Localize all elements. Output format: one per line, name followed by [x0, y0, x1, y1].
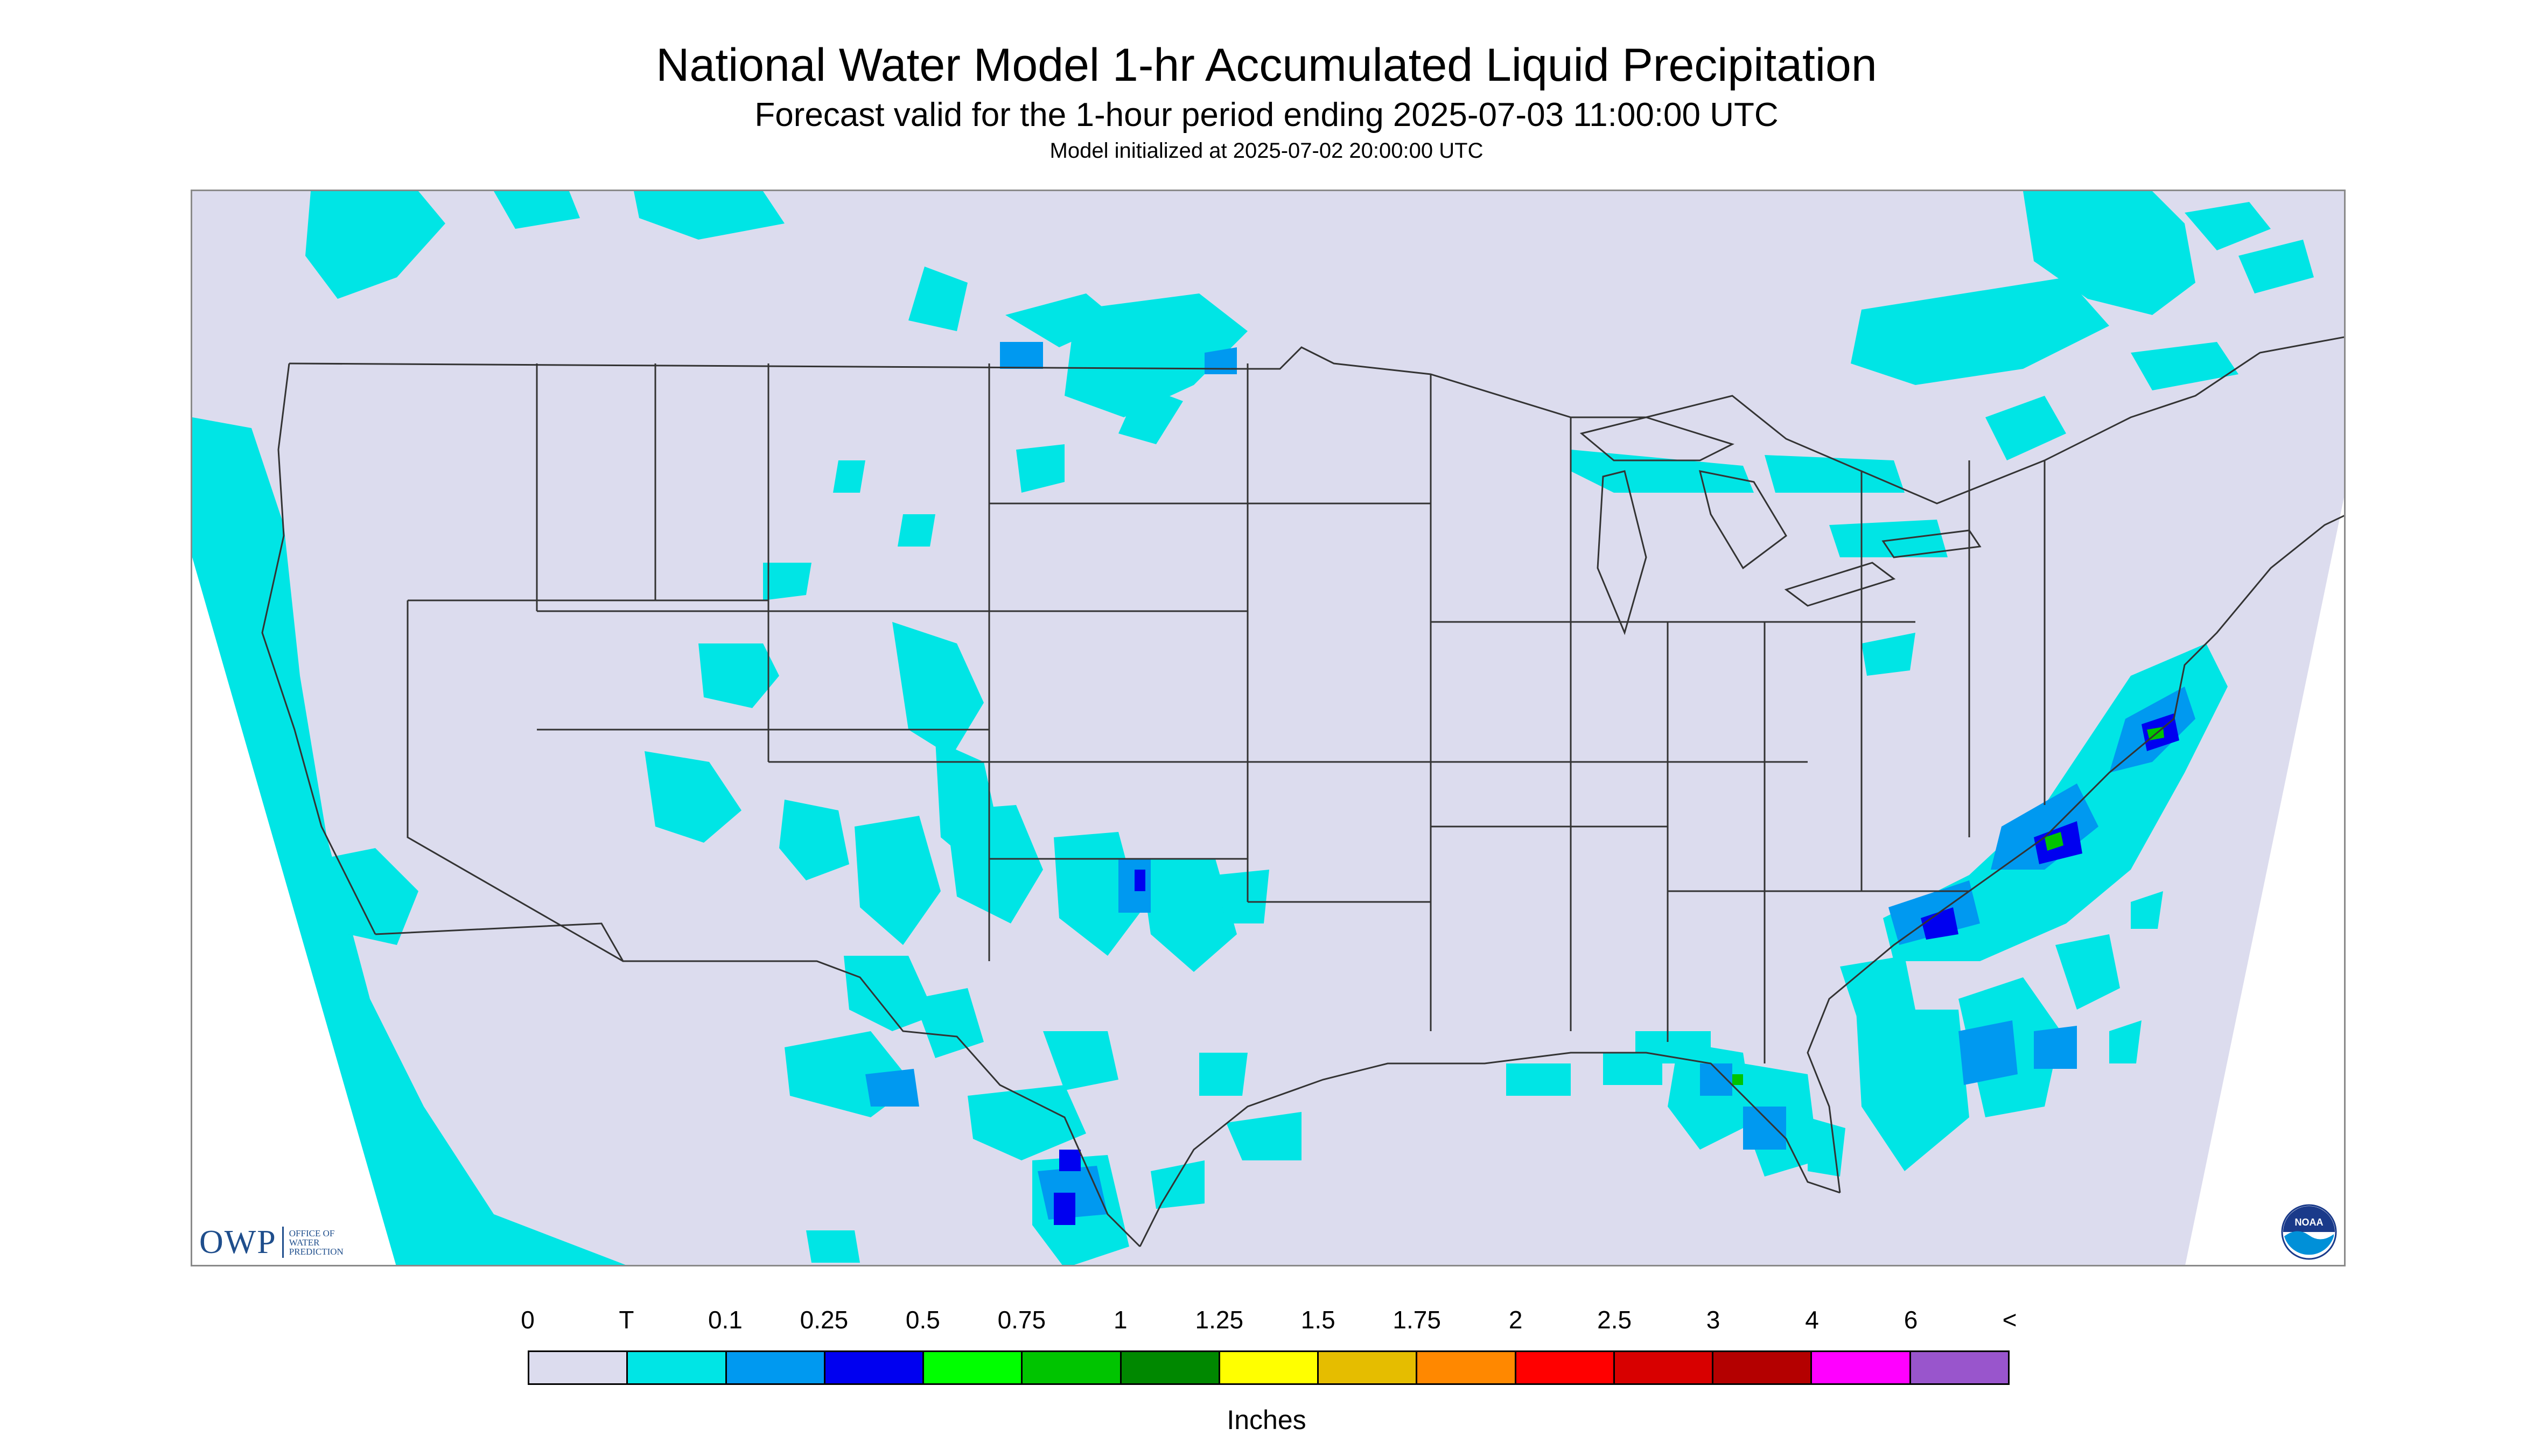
legend-tick-label: 4	[1805, 1306, 1819, 1334]
model-init-line: Model initialized at 2025-07-02 20:00:00…	[1049, 139, 1484, 163]
legend-tick-label: 6	[1904, 1306, 1918, 1334]
legend-colorbar	[528, 1350, 2010, 1385]
noaa-logo-text: NOAA	[2295, 1217, 2324, 1228]
legend-swatch	[924, 1352, 1023, 1383]
legend-swatch	[1713, 1352, 1813, 1383]
legend-tick-label: 0.75	[997, 1306, 1046, 1334]
legend-tick-label: <	[2002, 1306, 2017, 1334]
legend-tick-label: 1	[1114, 1306, 1128, 1334]
legend-tick-label: 0.25	[800, 1306, 849, 1334]
precipitation-map	[191, 190, 2346, 1266]
legend-tick-label: 0.1	[708, 1306, 743, 1334]
legend-swatch	[628, 1352, 727, 1383]
legend-swatch	[1023, 1352, 1122, 1383]
legend-labels: 0 T 0.1 0.25 0.5 0.75 1 1.25 1.5 1.75 2 2.5 3 4 6 <	[0, 1305, 2533, 1338]
legend-swatch	[1516, 1352, 1615, 1383]
map-canvas	[192, 191, 2344, 1265]
legend-swatch	[726, 1352, 825, 1383]
legend-tick-label: 1.25	[1195, 1306, 1244, 1334]
owp-logo-text: OWP	[199, 1223, 277, 1261]
legend-swatch	[825, 1352, 925, 1383]
legend-swatch	[1121, 1352, 1220, 1383]
legend-swatch	[1319, 1352, 1418, 1383]
legend-tick-label: 0.5	[905, 1306, 940, 1334]
legend-swatch	[1812, 1352, 1911, 1383]
legend-swatch	[1417, 1352, 1516, 1383]
noaa-logo: NOAA	[2281, 1204, 2337, 1260]
legend-units: Inches	[1227, 1405, 1306, 1435]
legend-tick-label: 0	[521, 1306, 535, 1334]
owp-logo: OWP OFFICE OF WATER PREDICTION	[199, 1223, 348, 1261]
forecast-valid-subtitle: Forecast valid for the 1-hour period end…	[754, 96, 1779, 134]
legend-tick-label: 2.5	[1597, 1306, 1632, 1334]
owp-logo-subtext: OFFICE OF WATER PREDICTION	[289, 1228, 344, 1257]
legend-swatch	[1911, 1352, 2008, 1383]
legend-swatch	[529, 1352, 628, 1383]
legend-tick-label: 1.5	[1300, 1306, 1335, 1334]
legend-swatch	[1220, 1352, 1319, 1383]
legend-tick-label: 1.75	[1393, 1306, 1441, 1334]
owp-logo-divider	[282, 1227, 284, 1258]
legend-tick-label: 3	[1706, 1306, 1720, 1334]
map-title: National Water Model 1-hr Accumulated Li…	[656, 39, 1877, 91]
state-boundaries	[261, 336, 2344, 1248]
legend-tick-label: 2	[1508, 1306, 1523, 1334]
great-lakes	[1579, 416, 1982, 635]
legend-swatch	[1614, 1352, 1714, 1383]
legend-tick-label: T	[619, 1306, 634, 1334]
